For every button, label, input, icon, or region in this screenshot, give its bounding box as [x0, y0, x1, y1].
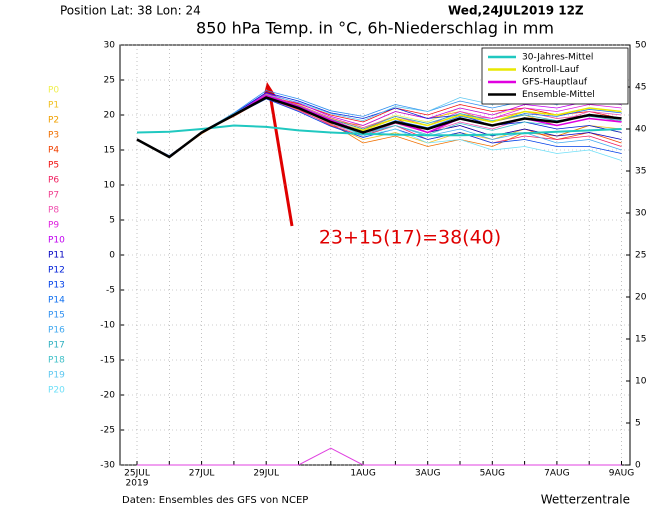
y-tick-label: 15 — [104, 146, 115, 156]
x-tick-label: 29JUL — [253, 469, 279, 479]
run-date: Wed,24JUL2019 12Z — [448, 4, 584, 18]
member-label: P20 — [48, 386, 65, 396]
y2-tick-label: 45 — [635, 83, 646, 93]
brand: Wetterzentrale — [541, 493, 630, 507]
series-line — [136, 124, 622, 137]
y-tick-label: -20 — [100, 391, 115, 401]
y-tick-label: 30 — [104, 41, 116, 51]
member-label: P14 — [48, 296, 65, 306]
legend-label: GFS-Hauptlauf — [522, 78, 588, 88]
y-tick-label: 5 — [109, 216, 115, 226]
position: Position Lat: 38 Lon: 24 — [60, 4, 201, 18]
y-tick-label: -10 — [100, 321, 115, 331]
y2-tick-label: 5 — [635, 419, 641, 429]
member-label: P4 — [48, 146, 59, 156]
series-line — [136, 96, 622, 159]
legend-label: Kontroll-Lauf — [522, 65, 580, 75]
x-tick-label: 27JUL — [189, 469, 215, 479]
y-tick-label: 0 — [109, 251, 115, 261]
member-label: P5 — [48, 161, 59, 171]
y-tick-label: -15 — [100, 356, 115, 366]
x-tick-label: 1AUG — [350, 469, 375, 479]
x-tick-label: 25JUL — [124, 469, 150, 479]
chart-title: 850 hPa Temp. in °C, 6h-Niederschlag in … — [196, 19, 554, 38]
y-tick-label: -30 — [100, 461, 115, 471]
member-label: P17 — [48, 341, 65, 351]
member-label: P16 — [48, 326, 65, 336]
y2-tick-label: 0 — [635, 461, 641, 471]
member-label: P18 — [48, 356, 65, 366]
member-label: P2 — [48, 116, 59, 126]
member-label: P13 — [48, 281, 65, 291]
member-label: P15 — [48, 311, 65, 321]
y2-tick-label: 20 — [635, 293, 647, 303]
member-label: P19 — [48, 371, 65, 381]
member-label: P7 — [48, 191, 59, 201]
y2-tick-label: 50 — [635, 41, 647, 51]
member-label: P11 — [48, 251, 65, 261]
legend-label: Ensemble-Mittel — [522, 90, 595, 100]
y-tick-label: -5 — [106, 286, 115, 296]
member-label: P12 — [48, 266, 65, 276]
legend-label: 30-Jahres-Mittel — [522, 53, 593, 63]
y-tick-label: 10 — [104, 181, 116, 191]
x-tick-label: 7AUG — [544, 469, 569, 479]
y-tick-label: 25 — [104, 76, 115, 86]
y2-tick-label: 15 — [635, 335, 646, 345]
y2-tick-label: 10 — [635, 377, 647, 387]
y-tick-label: -25 — [100, 426, 115, 436]
x-tick-label: 5AUG — [480, 469, 505, 479]
x-tick-label: 3AUG — [415, 469, 440, 479]
member-label: P3 — [48, 131, 59, 141]
member-label: P0 — [48, 86, 59, 96]
y2-tick-label: 40 — [635, 125, 647, 135]
arrow — [268, 93, 294, 227]
y-tick-label: 20 — [104, 111, 116, 121]
series-line — [137, 447, 622, 466]
y2-tick-label: 30 — [635, 209, 647, 219]
member-label: P9 — [48, 221, 59, 231]
member-label: P1 — [48, 101, 59, 111]
member-label: P8 — [48, 206, 59, 216]
member-label: P10 — [48, 236, 65, 246]
y2-tick-label: 35 — [635, 167, 646, 177]
source: Daten: Ensembles des GFS von NCEP — [122, 495, 308, 506]
annotation: 23+15(17)=38(40) — [319, 227, 501, 249]
x-tick-label: 9AUG — [609, 469, 634, 479]
member-label: P6 — [48, 176, 59, 186]
x-sublabel: 2019 — [126, 479, 149, 489]
y2-tick-label: 25 — [635, 251, 646, 261]
